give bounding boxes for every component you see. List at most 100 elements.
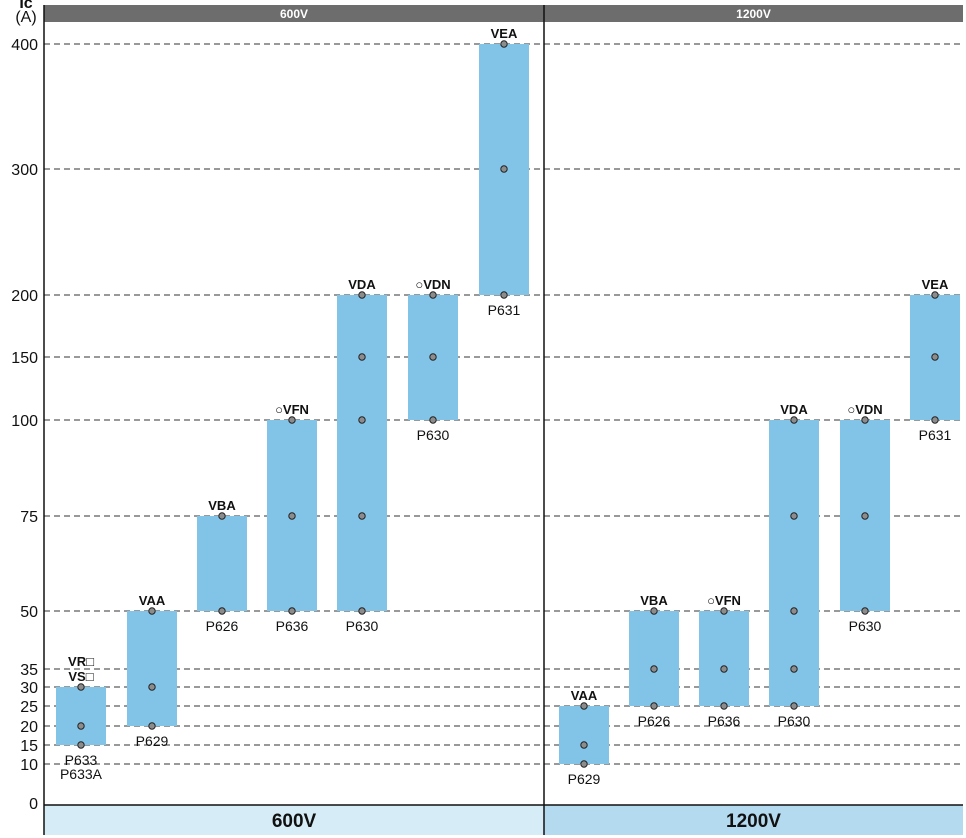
part-label: P629 [136, 733, 169, 749]
range-bar [127, 611, 177, 726]
rating-point [580, 702, 588, 710]
model-label: VR□ [68, 654, 94, 669]
rating-point [148, 607, 156, 615]
y-tick-label: 35 [20, 662, 38, 679]
part-label: P629 [568, 771, 601, 787]
rating-point [288, 416, 296, 424]
rating-point [77, 683, 85, 691]
rating-point [650, 665, 658, 673]
panel-footer-label: 1200V [726, 811, 781, 832]
rating-point [358, 416, 366, 424]
y-tick-label: 15 [20, 738, 38, 755]
rating-point [720, 665, 728, 673]
range-bar [559, 706, 609, 764]
part-label: P636 [276, 618, 309, 634]
part-label: P630 [778, 713, 811, 729]
rating-point [931, 291, 939, 299]
y-tick-label: 400 [11, 37, 38, 54]
rating-point [500, 291, 508, 299]
model-label: VS□ [68, 669, 93, 684]
model-label: VAA [139, 593, 166, 608]
y-tick-label: 100 [11, 413, 38, 430]
part-label: P633 [65, 752, 98, 768]
rating-point [790, 416, 798, 424]
part-label: P630 [346, 618, 379, 634]
model-label: ○VFN [275, 402, 309, 417]
part-label: P631 [919, 427, 952, 443]
part-label: P626 [206, 618, 239, 634]
rating-point [931, 416, 939, 424]
range-bar [197, 516, 247, 611]
y-axis-label: Ic [19, 0, 32, 12]
model-label: VBA [208, 498, 236, 513]
y-tick-label: 300 [11, 162, 38, 179]
panel-footer-1200v [544, 805, 963, 835]
y-axis-unit: (A) [15, 9, 36, 26]
part-label: P636 [708, 713, 741, 729]
rating-point [650, 607, 658, 615]
range-bar [56, 687, 106, 745]
range-bar [337, 295, 387, 611]
rating-point [288, 607, 296, 615]
rating-point [790, 607, 798, 615]
rating-point [931, 353, 939, 361]
rating-point [861, 607, 869, 615]
part-label: P630 [849, 618, 882, 634]
rating-point [218, 512, 226, 520]
rating-point [500, 40, 508, 48]
panel-header-band [44, 5, 963, 22]
rating-point [148, 722, 156, 730]
part-label: P631 [488, 302, 521, 318]
rating-point [580, 760, 588, 768]
part-label: P630 [417, 427, 450, 443]
rating-point [580, 741, 588, 749]
y-tick-label: 0 [29, 796, 38, 813]
y-tick-label: 50 [20, 604, 38, 621]
y-tick-label: 20 [20, 719, 38, 736]
range-bar [629, 611, 679, 706]
rating-point [720, 607, 728, 615]
range-bar [699, 611, 749, 706]
y-tick-label: 10 [20, 757, 38, 774]
model-label: ○VDN [847, 402, 882, 417]
rating-point [429, 353, 437, 361]
rating-point [288, 512, 296, 520]
rating-point [358, 353, 366, 361]
rating-point [650, 702, 658, 710]
model-label: VBA [640, 593, 668, 608]
model-label: ○VFN [707, 593, 741, 608]
rating-point [429, 416, 437, 424]
rating-point [861, 512, 869, 520]
rating-point [790, 665, 798, 673]
model-label: VEA [491, 26, 518, 41]
rating-point [358, 512, 366, 520]
rating-point [790, 512, 798, 520]
model-label: VDA [348, 277, 376, 292]
rating-point [358, 607, 366, 615]
part-label: P626 [638, 713, 671, 729]
range-bar [769, 420, 819, 706]
panel-footer-label: 600V [272, 811, 317, 832]
model-label: VDA [780, 402, 808, 417]
y-tick-label: 30 [20, 680, 38, 697]
rating-point [77, 722, 85, 730]
model-label: ○VDN [415, 277, 450, 292]
rating-point [500, 165, 508, 173]
model-label: VAA [571, 688, 598, 703]
part-label: P633A [60, 766, 103, 782]
rating-point [218, 607, 226, 615]
rating-point [429, 291, 437, 299]
rating-point [358, 291, 366, 299]
rating-point [861, 416, 869, 424]
y-tick-label: 25 [20, 699, 38, 716]
y-tick-label: 200 [11, 288, 38, 305]
rating-point [720, 702, 728, 710]
panel-header-label: 1200V [736, 7, 771, 21]
model-label: VEA [922, 277, 949, 292]
rating-point [790, 702, 798, 710]
panel-footer-600v [44, 805, 544, 835]
rating-point [148, 683, 156, 691]
rating-point [77, 741, 85, 749]
y-tick-label: 75 [20, 509, 38, 526]
